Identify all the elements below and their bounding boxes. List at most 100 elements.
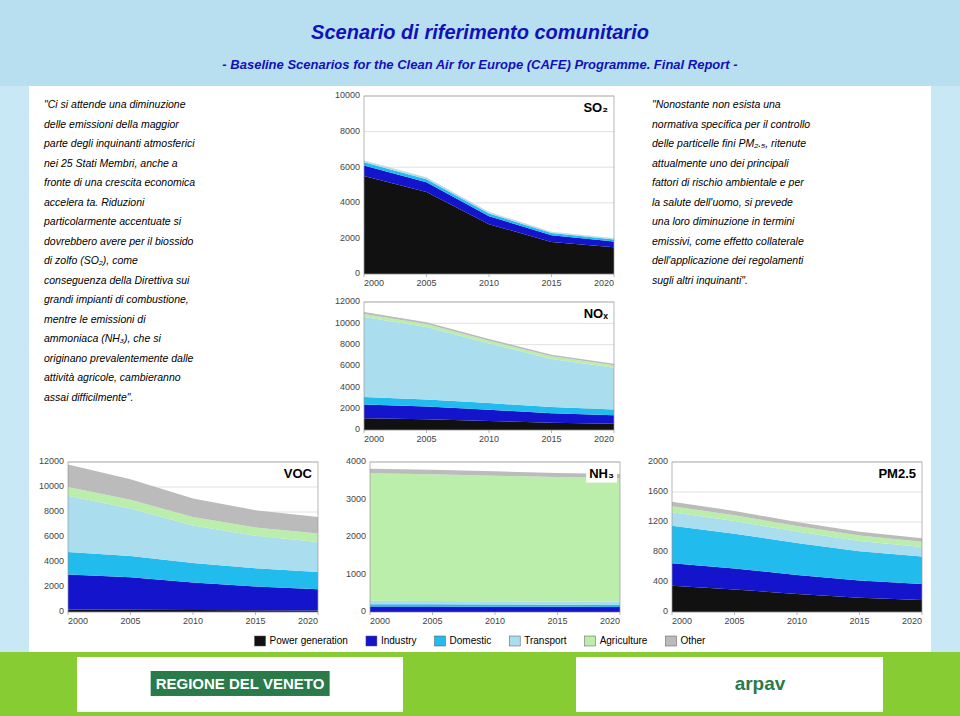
- grid-line: [672, 492, 922, 493]
- annotation-line: "Ci si attende una diminuzione: [44, 98, 186, 110]
- annotation-text: "Ci si attende una diminuzione delle emis…: [43, 98, 195, 403]
- y-tick-label: 3000: [346, 494, 366, 504]
- logo-text: REGIONE DEL VENETO: [156, 675, 325, 692]
- areas: [672, 502, 922, 612]
- x-tick: [557, 612, 558, 615]
- y-tick-label: 12000: [335, 296, 360, 306]
- chart: 0200040006000800010000120002000200520102…: [39, 456, 318, 626]
- y-tick-label: 2000: [340, 233, 360, 243]
- chart: 0200040006000800010000120002000200520102…: [335, 296, 614, 444]
- y-tick-label: 6000: [44, 531, 64, 541]
- legend-label: Transport: [524, 635, 567, 646]
- x-tick-label: 2005: [416, 278, 436, 288]
- area: [672, 506, 922, 547]
- annotation-line: normativa specifica per il controllo: [652, 118, 810, 130]
- y-tick-label: 8000: [44, 506, 64, 516]
- x-tick-label: 2010: [479, 278, 499, 288]
- x-tick-label: 2020: [902, 616, 922, 626]
- x-tick: [495, 612, 496, 615]
- y-tick-label: 1600: [648, 486, 668, 496]
- x-tick-label: 2010: [183, 616, 203, 626]
- y-tick-label: 800: [653, 546, 668, 556]
- area: [370, 469, 620, 478]
- x-tick-label: 2020: [298, 616, 318, 626]
- page: Scenario di riferimento comunitario - Bas…: [0, 0, 960, 716]
- chart-title-box: [581, 304, 612, 323]
- x-tick-label: 2000: [672, 616, 692, 626]
- chart-title-box: [875, 464, 919, 483]
- annotation-line: delle emissioni della maggior: [44, 118, 179, 130]
- plot-frame: [364, 96, 614, 274]
- x-tick-label: 2005: [416, 434, 436, 444]
- chart-title-box: [586, 464, 617, 483]
- x-tick-label: 2010: [479, 434, 499, 444]
- area: [68, 465, 318, 534]
- x-tick-label: 2015: [541, 434, 561, 444]
- x-tick: [193, 612, 194, 615]
- annotation-line: dell'applicazione dei regolamenti: [652, 254, 804, 266]
- chart: 0100020003000400020002005201020152020NH₃: [346, 456, 620, 626]
- legend-swatch: [435, 636, 446, 646]
- footer: [0, 652, 960, 716]
- annotation-text: "Nonostante non esista unanormativa spec…: [652, 98, 810, 286]
- logo-box: [77, 657, 403, 712]
- chart-title: SO₂: [583, 100, 608, 115]
- x-tick: [620, 612, 621, 615]
- x-tick-label: 2015: [245, 616, 265, 626]
- legend-swatch: [255, 636, 266, 646]
- areas: [364, 312, 614, 430]
- annotation-line: conseguenza della Direttiva sui: [44, 274, 190, 286]
- x-tick-label: 2020: [600, 616, 620, 626]
- y-tick-label: 4000: [340, 382, 360, 392]
- plot-frame: [370, 462, 620, 612]
- title: Scenario di riferimento comunitario: [311, 21, 649, 43]
- x-tick: [68, 612, 69, 615]
- y-tick-label: 2000: [648, 456, 668, 466]
- annotation-line: delle particelle fini PM₂.₅, ritenute: [652, 137, 806, 149]
- x-tick: [614, 430, 615, 433]
- x-tick: [489, 430, 490, 433]
- y-tick-label: 400: [653, 576, 668, 586]
- x-tick-label: 2020: [594, 434, 614, 444]
- area: [370, 473, 620, 602]
- grid-line: [364, 167, 614, 168]
- chart: 040080012001600200020002005201020152020P…: [648, 456, 922, 626]
- area: [364, 162, 614, 241]
- x-tick-label: 2015: [849, 616, 869, 626]
- x-tick-label: 2005: [724, 616, 744, 626]
- chart-title-box: [580, 98, 611, 117]
- legend-label: Domestic: [450, 635, 492, 646]
- annotation-line: una loro diminuzione in termini: [652, 215, 795, 227]
- subtitle: - Baseline Scenarios for the Clean Air f…: [222, 57, 737, 72]
- annotation-line: particolarmente accentuate si: [43, 215, 182, 227]
- plot-background: [672, 462, 922, 612]
- annotation-line: attualmente uno dei principali: [652, 157, 789, 169]
- chart-title: NH₃: [589, 466, 614, 481]
- y-tick-label: 0: [355, 424, 360, 434]
- x-tick-label: 2020: [594, 278, 614, 288]
- logo-text: arpav: [735, 673, 786, 694]
- chart-title: NOₓ: [584, 306, 609, 321]
- x-tick: [364, 430, 365, 433]
- x-tick: [797, 612, 798, 615]
- areas: [370, 469, 620, 612]
- x-tick-label: 2015: [541, 278, 561, 288]
- plot-frame: [364, 302, 614, 430]
- plot-background: [364, 302, 614, 430]
- x-tick: [426, 430, 427, 433]
- legend-swatch: [665, 636, 676, 646]
- x-tick-label: 2015: [547, 616, 567, 626]
- y-tick-label: 4000: [44, 556, 64, 566]
- legend-label: Power generation: [270, 635, 348, 646]
- chart-title: PM2.5: [878, 466, 916, 481]
- annotation-line: parte degli inquinanti atmosferici: [43, 137, 195, 149]
- chart: 0200040006000800010000200020052010201520…: [335, 90, 614, 288]
- y-tick-label: 0: [361, 606, 366, 616]
- y-tick-label: 4000: [346, 456, 366, 466]
- plot-background: [68, 462, 318, 612]
- y-tick-label: 8000: [340, 126, 360, 136]
- y-tick-label: 10000: [335, 318, 360, 328]
- x-tick: [318, 612, 319, 615]
- area: [364, 317, 614, 409]
- legend: Power generationIndustryDomesticTranspor…: [255, 635, 707, 646]
